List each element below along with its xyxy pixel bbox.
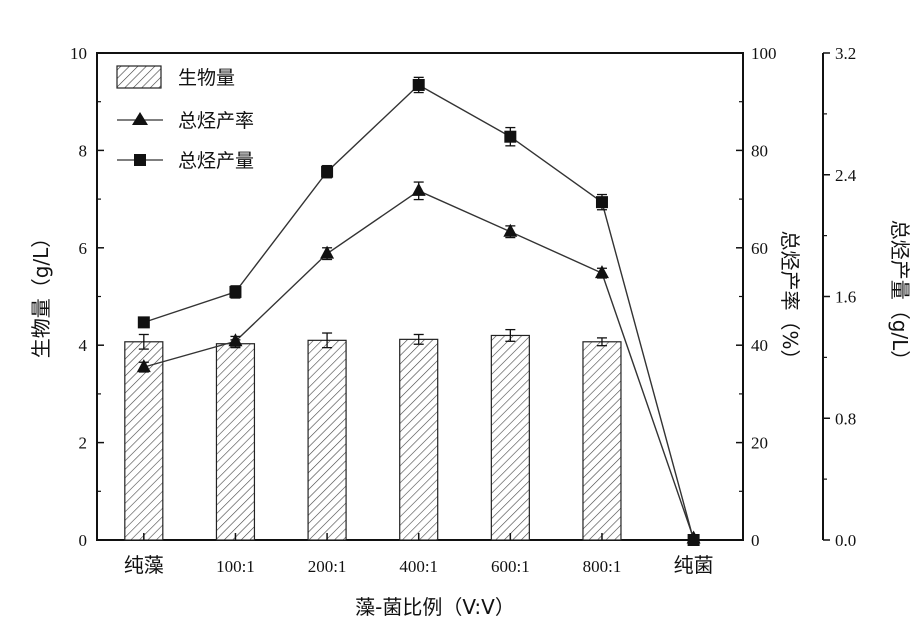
right2-tick-label: 2.4	[835, 166, 857, 185]
legend-marker-triangle	[132, 112, 148, 125]
x-tick-label: 800:1	[583, 557, 622, 576]
left-tick-label: 0	[79, 531, 88, 550]
x-tick-label: 400:1	[399, 557, 438, 576]
right1-tick-label: 0	[751, 531, 760, 550]
left-tick-label: 10	[70, 44, 87, 63]
point-square	[138, 316, 150, 328]
legend-swatch-biomass	[117, 66, 161, 88]
legend-label-biomass: 生物量	[178, 67, 235, 89]
right1-tick-label: 20	[751, 434, 768, 453]
point-square	[504, 131, 516, 143]
bar-biomass	[583, 342, 621, 540]
legend: 生物量 总烃产率 总烃产量	[117, 66, 254, 172]
right2-tick-label: 3.2	[835, 44, 856, 63]
right1-tick-label: 40	[751, 336, 768, 355]
right2-tick-label: 1.6	[835, 288, 856, 307]
x-tick-label: 纯藻	[124, 553, 164, 577]
left-tick-label: 4	[79, 336, 88, 355]
bars-layer	[125, 330, 621, 540]
left-tick-label: 2	[79, 434, 88, 453]
bar-biomass	[491, 335, 529, 540]
bar-biomass	[400, 339, 438, 540]
left-tick-label: 8	[79, 141, 88, 160]
right2-tick-label: 0.8	[835, 409, 856, 428]
point-triangle	[412, 183, 426, 196]
point-square	[229, 286, 241, 298]
x-tick-label: 200:1	[308, 557, 347, 576]
left-tick-label: 6	[79, 239, 88, 258]
right1-axis-title: 总烃产率（%）	[778, 230, 802, 369]
right1-tick-label: 80	[751, 141, 768, 160]
right1-tick-label: 60	[751, 239, 768, 258]
point-square	[596, 196, 608, 208]
x-tick-label: 100:1	[216, 557, 255, 576]
x-tick-label: 纯菌	[674, 553, 714, 577]
x-axis-title: 藻-菌比例（V:V）	[355, 595, 515, 619]
right2-axis-title: 总烃产量（g/L）	[888, 220, 912, 371]
bar-biomass	[308, 340, 346, 540]
point-square	[413, 79, 425, 91]
right1-tick-label: 100	[751, 44, 777, 63]
legend-label-yield-rate: 总烃产率	[178, 110, 254, 132]
x-tick-label: 600:1	[491, 557, 530, 576]
point-square	[321, 166, 333, 178]
right2-tick-label: 0.0	[835, 531, 856, 550]
left-axis-title: 生物量（g/L）	[29, 228, 53, 359]
legend-marker-square	[134, 154, 146, 166]
legend-label-yield-amount: 总烃产量	[178, 150, 254, 172]
bar-biomass	[216, 344, 254, 540]
